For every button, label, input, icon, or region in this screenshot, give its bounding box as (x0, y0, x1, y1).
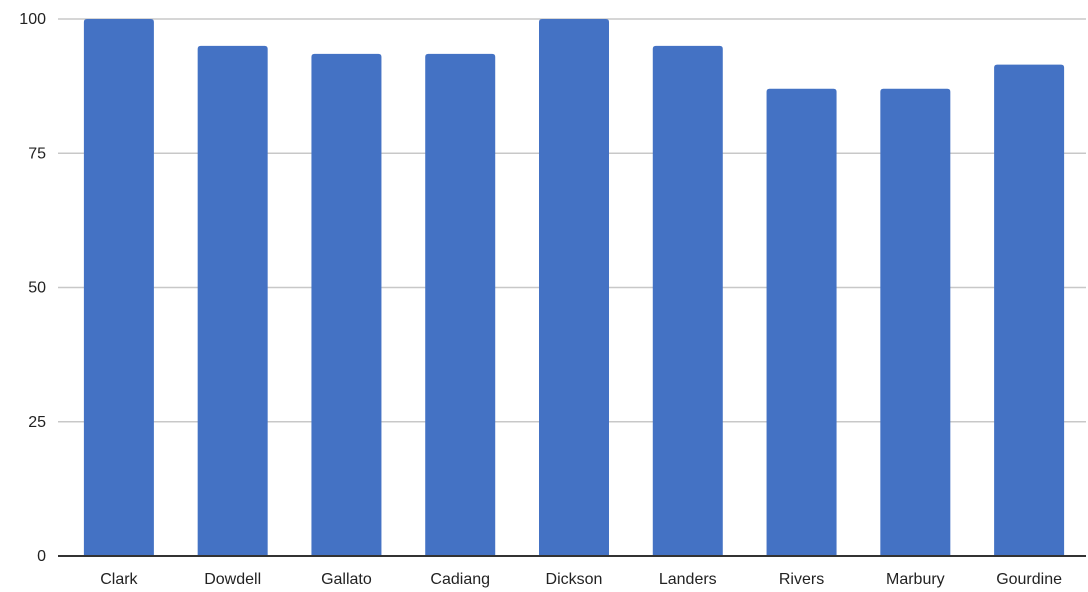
x-tick-label: Landers (659, 571, 717, 588)
x-tick-label: Gallato (321, 571, 372, 588)
x-tick-labels: Clark Dowdell Gallato Cadiang Dickson Landers… (100, 571, 1062, 588)
bar-dowdell (197, 45, 268, 556)
x-tick-label: Marbury (886, 571, 945, 588)
bar-gourdine (994, 64, 1065, 557)
bar-cadiang (425, 53, 496, 556)
y-tick-labels: 0 25 50 75 100 (19, 11, 46, 565)
y-tick-label: 25 (28, 414, 46, 431)
bar-marbury (880, 88, 951, 556)
bars (83, 19, 1065, 557)
y-tick-label: 100 (19, 11, 46, 28)
x-tick-label: Rivers (779, 571, 824, 588)
y-tick-label: 50 (28, 280, 46, 297)
bar-clark (83, 19, 154, 556)
bar-gallato (311, 53, 382, 556)
x-tick-label: Gourdine (996, 571, 1062, 588)
y-tick-label: 75 (28, 145, 46, 162)
bar-dickson (539, 19, 609, 556)
x-tick-label: Clark (100, 571, 138, 588)
x-tick-label: Cadiang (430, 571, 490, 588)
x-tick-label: Dowdell (204, 571, 261, 588)
x-tick-label: Dickson (546, 571, 603, 588)
bar-landers (652, 45, 723, 556)
y-tick-label: 0 (37, 548, 46, 565)
bar-rivers (766, 88, 837, 556)
